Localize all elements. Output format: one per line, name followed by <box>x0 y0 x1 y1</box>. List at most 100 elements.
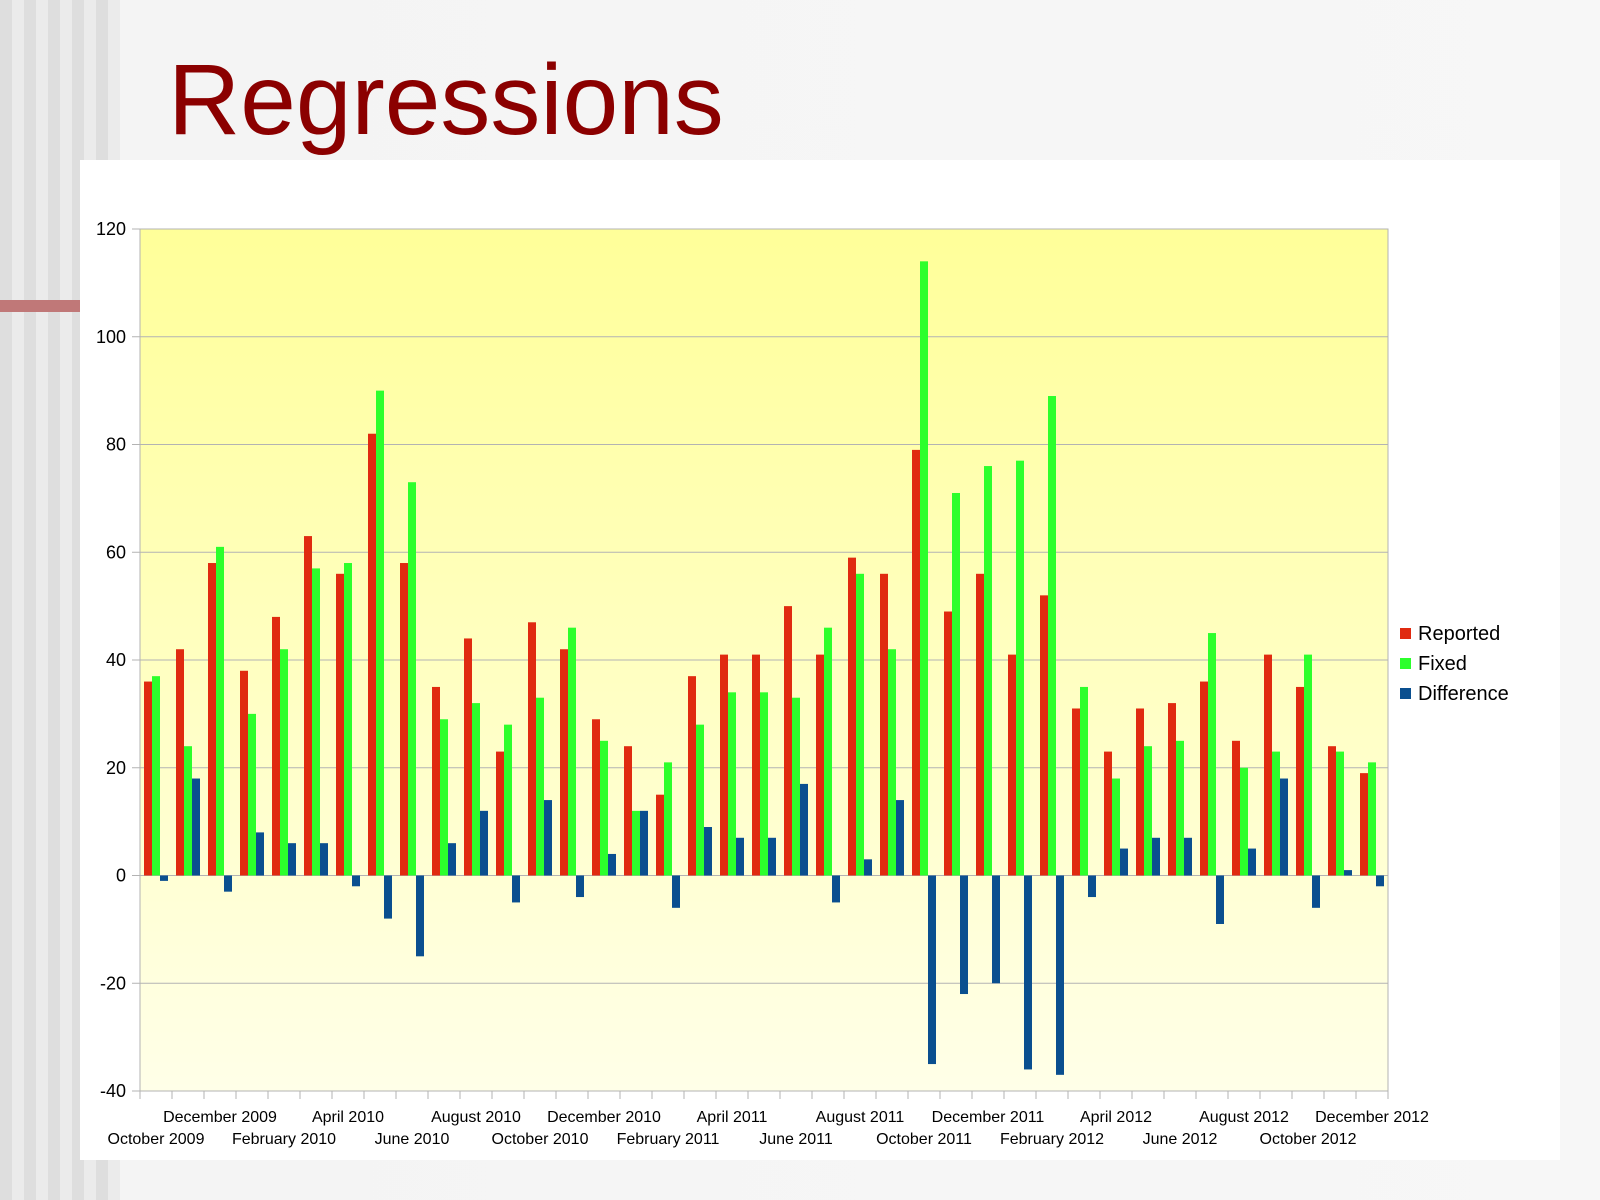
bar-difference <box>704 827 712 876</box>
bar-difference <box>1216 875 1224 924</box>
bar-reported <box>1296 686 1304 876</box>
bar-fixed <box>1144 746 1152 876</box>
bar-reported <box>400 563 408 876</box>
bar-reported <box>976 573 984 876</box>
x-tick-label: October 2010 <box>492 1131 589 1148</box>
bar-fixed <box>504 724 512 876</box>
bar-reported <box>784 606 792 876</box>
bar-reported <box>208 563 216 876</box>
bar-reported <box>880 573 888 876</box>
bar-reported <box>528 622 536 876</box>
bar-fixed <box>696 724 704 876</box>
bar-fixed <box>312 568 320 876</box>
bar-reported <box>848 557 856 876</box>
x-tick-label: December 2012 <box>1315 1109 1429 1126</box>
bar-reported <box>1232 740 1240 876</box>
bar-difference <box>256 832 264 876</box>
x-tick-label: February 2011 <box>617 1131 720 1148</box>
x-tick-label: June 2011 <box>759 1131 833 1148</box>
legend-label-reported: Reported <box>1418 623 1500 645</box>
x-tick-label: August 2011 <box>816 1109 905 1126</box>
y-tick-label: 120 <box>96 219 126 239</box>
bar-difference <box>576 875 584 898</box>
bar-fixed <box>408 482 416 876</box>
x-tick-label: August 2012 <box>1199 1109 1289 1126</box>
bar-reported <box>944 611 952 876</box>
bar-fixed <box>280 649 288 876</box>
bar-fixed <box>664 762 672 876</box>
bar-reported <box>1040 595 1048 876</box>
x-tick-label: February 2010 <box>232 1131 336 1148</box>
bar-reported <box>816 654 824 876</box>
bar-fixed <box>152 676 160 876</box>
bar-fixed <box>632 810 640 876</box>
axes: 120 100 80 60 40 20 0 -20 -40 December 2009 April … <box>96 219 1429 1148</box>
bar-difference <box>512 875 520 903</box>
x-tick-label: December 2011 <box>932 1109 1045 1126</box>
bar-reported <box>176 649 184 876</box>
bar-fixed <box>1176 740 1184 876</box>
bar-difference <box>352 875 360 887</box>
bar-fixed <box>1048 396 1056 876</box>
x-tick-label: August 2010 <box>431 1109 521 1126</box>
legend: Reported Fixed Difference <box>1400 623 1509 705</box>
bar-reported <box>1104 751 1112 876</box>
bar-difference <box>224 875 232 892</box>
bar-difference <box>480 810 488 876</box>
bar-fixed <box>728 692 736 876</box>
bars <box>144 261 1384 1075</box>
bar-fixed <box>216 546 224 876</box>
bar-difference <box>1120 848 1128 876</box>
bar-fixed <box>984 466 992 876</box>
bar-fixed <box>472 703 480 876</box>
bar-difference <box>288 843 296 876</box>
slide-accent-bar <box>0 300 82 312</box>
bar-difference <box>544 800 552 876</box>
y-tick-label: -40 <box>100 1081 126 1101</box>
bar-fixed <box>1080 686 1088 876</box>
slide-title: Regressions <box>168 44 724 156</box>
bar-reported <box>496 751 504 876</box>
bar-difference <box>1280 778 1288 876</box>
bar-reported <box>1328 746 1336 876</box>
bar-fixed <box>248 713 256 876</box>
bar-difference <box>864 859 872 876</box>
bar-difference <box>672 875 680 908</box>
bar-reported <box>1008 654 1016 876</box>
bar-fixed <box>1304 654 1312 876</box>
bar-fixed <box>1112 778 1120 876</box>
bar-reported <box>592 719 600 876</box>
bar-difference <box>1376 875 1384 887</box>
x-tick-label: December 2009 <box>163 1109 277 1126</box>
bar-difference <box>384 875 392 919</box>
x-tick-label: April 2011 <box>697 1109 768 1126</box>
legend-swatch-fixed <box>1400 658 1411 669</box>
legend-swatch-reported <box>1400 628 1411 639</box>
bar-difference <box>192 778 200 876</box>
bar-difference <box>1248 848 1256 876</box>
bar-difference <box>736 837 744 876</box>
bar-difference <box>448 843 456 876</box>
bar-difference <box>1152 837 1160 876</box>
y-tick-label: 60 <box>106 542 126 562</box>
legend-swatch-difference <box>1400 688 1411 699</box>
bar-reported <box>432 686 440 876</box>
bar-difference <box>960 875 968 995</box>
bar-reported <box>1136 708 1144 876</box>
bar-reported <box>240 670 248 876</box>
bar-reported <box>144 681 152 876</box>
bar-reported <box>1264 654 1272 876</box>
bar-reported <box>624 746 632 876</box>
bar-fixed <box>792 697 800 876</box>
bar-reported <box>752 654 760 876</box>
x-tick-label: October 2009 <box>108 1131 205 1148</box>
bar-reported <box>656 794 664 876</box>
y-tick-label: -20 <box>100 973 126 993</box>
bar-difference <box>320 843 328 876</box>
bar-difference <box>416 875 424 957</box>
y-tick-label: 100 <box>96 327 126 347</box>
legend-label-fixed: Fixed <box>1418 653 1467 675</box>
y-tick-label: 40 <box>106 650 126 670</box>
bar-difference <box>768 837 776 876</box>
bar-fixed <box>1368 762 1376 876</box>
